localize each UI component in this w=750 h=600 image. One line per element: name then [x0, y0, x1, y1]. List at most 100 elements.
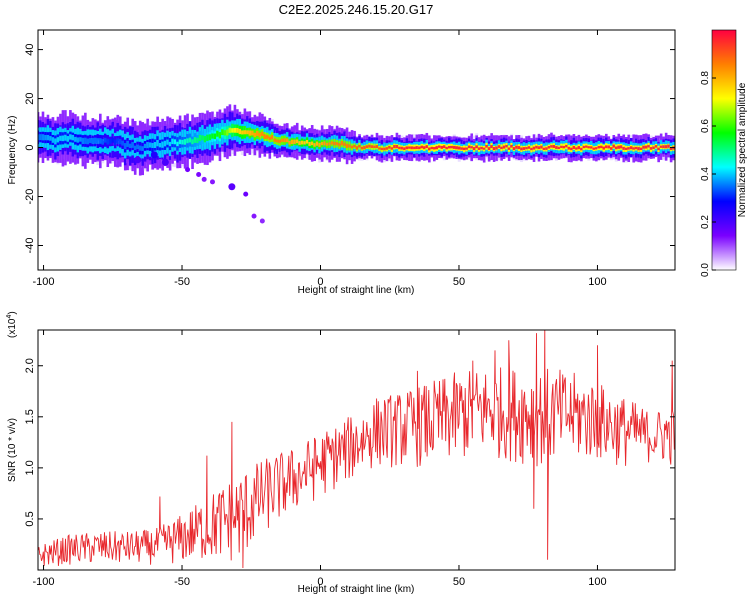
- spectrogram-cell: [370, 145, 374, 148]
- spectrogram-cell: [457, 157, 461, 162]
- spectrogram-cell: [148, 142, 152, 148]
- spectrogram-cell: [213, 114, 217, 119]
- spectrogram-cell: [438, 145, 441, 148]
- spectrogram-cell: [318, 158, 322, 163]
- spectrogram-isolated-point: [228, 183, 236, 191]
- spectrogram-cell: [253, 132, 257, 138]
- spectrogram-cell: [143, 143, 147, 149]
- spectrogram-cell: [173, 163, 177, 168]
- spectrogram-cell: [313, 143, 316, 147]
- spectrogram-cell: [617, 145, 621, 149]
- snr-y-tick-label: 1.5: [24, 409, 36, 424]
- spectrogram-cell: [49, 135, 52, 141]
- spectrogram-cell: [231, 128, 234, 133]
- colorbar-tick-label: 0.8: [700, 71, 711, 85]
- spectrogram-cell: [111, 159, 115, 164]
- spectrogram-cell: [271, 134, 274, 140]
- spectrogram-cell: [290, 139, 294, 145]
- spectrogram-cell: [213, 133, 217, 140]
- spectrogram-cell: [472, 135, 476, 140]
- spectrogram-cell: [121, 140, 125, 146]
- spectrogram-cell: [647, 145, 650, 148]
- spectrogram-cell: [340, 141, 344, 146]
- spectrogram-cell: [455, 146, 459, 150]
- spectrogram-cell: [629, 135, 633, 140]
- spectrogram-cell: [240, 112, 244, 117]
- spectrogram-cell: [116, 138, 120, 144]
- spectrogram-cell: [555, 146, 558, 149]
- spectrogram-cell: [607, 145, 611, 149]
- spectrogram-cell: [226, 129, 229, 136]
- snr-x-ticks: -100 -50 0 50 100: [33, 330, 607, 588]
- spectrogram-cell: [520, 147, 523, 151]
- spectrogram-cell: [183, 139, 187, 145]
- spectrogram-cell: [131, 142, 135, 148]
- spectrogram-cell: [487, 147, 491, 151]
- spectrogram-cell: [375, 145, 379, 149]
- spectrogram-x-tick-label: -100: [33, 276, 55, 288]
- spectrogram-cell: [263, 134, 267, 140]
- spectrogram-cell: [66, 136, 70, 142]
- spectrogram-cell: [527, 146, 531, 149]
- spectrogram-cell: [280, 138, 284, 142]
- spectrogram-cell: [577, 146, 581, 150]
- spectrogram-cell: [248, 130, 252, 136]
- spectrogram-cell: [413, 146, 416, 150]
- spectrogram-cell: [485, 144, 488, 148]
- spectrogram-cell: [610, 147, 613, 150]
- spectrogram-cell: [81, 137, 85, 145]
- spectrogram-cell: [310, 141, 314, 146]
- spectrogram-cell: [535, 145, 538, 149]
- spectrogram-cell: [96, 161, 100, 166]
- spectrogram-cell: [644, 145, 648, 149]
- spectrogram-y-ticks: -40 -20 0 20 40: [24, 43, 675, 253]
- spectrogram-cell: [575, 147, 578, 150]
- spectrogram-x-tick-label: 50: [453, 276, 465, 288]
- spectrogram-cell: [69, 134, 72, 140]
- spectrogram-cell: [654, 145, 658, 148]
- spectrogram-cell: [595, 147, 598, 150]
- spectrogram-isolated-point: [259, 218, 265, 224]
- spectrogram-cell: [38, 134, 40, 141]
- spectrogram-cell: [597, 145, 601, 149]
- spectrogram-cell: [457, 146, 461, 150]
- spectrogram-cell: [450, 145, 454, 149]
- spectrogram-cell: [440, 145, 444, 149]
- spectrogram-cell: [335, 142, 339, 146]
- spectrogram-cell: [447, 145, 451, 149]
- spectrogram-cell: [99, 138, 102, 144]
- spectrogram-cell: [138, 145, 142, 151]
- spectrogram-cell: [475, 156, 479, 161]
- spectrogram-cell: [193, 137, 197, 143]
- spectrogram-cell: [552, 144, 556, 148]
- spectrogram-cell: [293, 139, 297, 144]
- spectrogram-cell: [557, 146, 561, 150]
- spectrogram-cell: [128, 165, 132, 170]
- spectrogram-cell: [477, 147, 481, 150]
- spectrogram-cell: [373, 145, 376, 148]
- snr-plot-area: [38, 330, 675, 570]
- spectrogram-cell: [91, 137, 95, 145]
- spectrogram-cell: [667, 144, 670, 148]
- spectrogram-cell: [542, 147, 546, 151]
- colorbar-tick-label: 0.4: [700, 167, 711, 181]
- spectrogram-cell: [86, 138, 90, 145]
- spectrogram-cell: [74, 136, 77, 142]
- spectrogram-cell: [101, 120, 105, 125]
- spectrogram-cell: [156, 140, 159, 147]
- spectrogram-cell: [275, 139, 279, 143]
- spectrogram-cell: [632, 147, 636, 150]
- spectrogram-x-ticks: -100 -50 0 50 100: [33, 30, 607, 288]
- spectrogram-cell: [590, 146, 593, 149]
- spectrogram-cell: [585, 145, 588, 148]
- spectrogram-cell: [56, 137, 60, 143]
- spectrogram-cell: [143, 166, 147, 171]
- spectrogram-cell: [233, 127, 237, 133]
- spectrogram-cell: [161, 141, 164, 148]
- colorbar-tick-label: 0.0: [700, 263, 711, 277]
- spectrogram-cell: [405, 146, 409, 150]
- spectrogram-cell: [520, 158, 524, 163]
- spectrogram-cell: [358, 144, 361, 148]
- spectrogram-cell: [545, 147, 548, 150]
- spectrogram-cell: [425, 145, 429, 149]
